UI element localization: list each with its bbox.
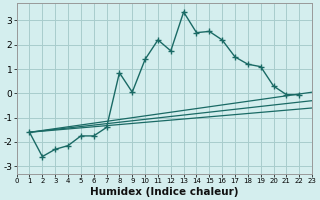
X-axis label: Humidex (Indice chaleur): Humidex (Indice chaleur) <box>90 187 239 197</box>
